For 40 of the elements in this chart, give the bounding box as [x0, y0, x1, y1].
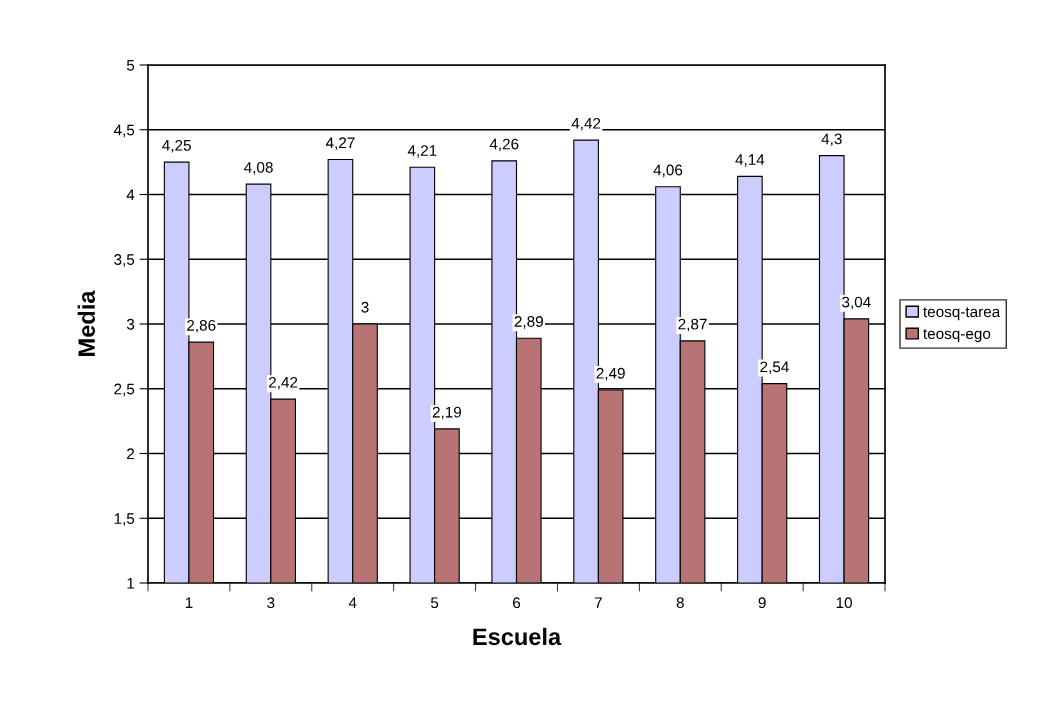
- x-tick-label: 7: [594, 597, 602, 608]
- y-tick-label: 1,5: [114, 513, 135, 526]
- data-label: 4,42: [571, 117, 601, 131]
- y-tick-label: 1: [127, 578, 135, 589]
- y-axis-title: Media: [77, 290, 96, 356]
- x-tick-label: 3: [267, 597, 275, 609]
- data-label: 4,3: [821, 133, 842, 147]
- y-tick-label: 5: [126, 60, 135, 71]
- x-tick-label: 8: [676, 597, 684, 609]
- y-tick-label: 4: [126, 189, 135, 201]
- x-tick-label: 5: [430, 597, 439, 609]
- data-label: 4,06: [653, 164, 683, 178]
- data-label: 2,19: [432, 406, 462, 420]
- data-label: 2,42: [269, 376, 298, 390]
- x-tick-label: 9: [758, 597, 766, 609]
- data-label: 4,14: [735, 154, 765, 167]
- data-label: 4,27: [325, 137, 355, 150]
- data-label: 4,26: [489, 138, 519, 152]
- data-label: 4,25: [162, 139, 191, 153]
- legend-label: teosq-ego: [923, 329, 991, 343]
- data-label: 2,86: [187, 319, 216, 333]
- y-tick-label: 2: [127, 448, 135, 460]
- y-tick-label: 2,5: [114, 383, 135, 397]
- data-label: 3: [361, 301, 369, 313]
- y-tick-label: 3,5: [114, 254, 135, 267]
- x-tick-label: 4: [348, 597, 357, 608]
- y-tick-label: 3: [126, 318, 135, 330]
- x-tick-label: 6: [513, 597, 521, 609]
- data-label: 4,08: [244, 161, 273, 175]
- data-label: 3,04: [842, 296, 871, 310]
- x-axis-title: Escuela: [473, 627, 562, 646]
- data-label: 2,89: [514, 316, 543, 329]
- y-tick-label: 4,5: [113, 124, 135, 138]
- legend-label: teosq-tarea: [923, 307, 1001, 321]
- data-label: 2,87: [678, 318, 707, 332]
- x-tick-label: 10: [836, 597, 852, 609]
- x-tick-label: 1: [185, 597, 193, 608]
- data-label: 2,54: [760, 361, 789, 375]
- data-label: 4,21: [407, 145, 437, 158]
- data-label: 2,49: [596, 367, 625, 381]
